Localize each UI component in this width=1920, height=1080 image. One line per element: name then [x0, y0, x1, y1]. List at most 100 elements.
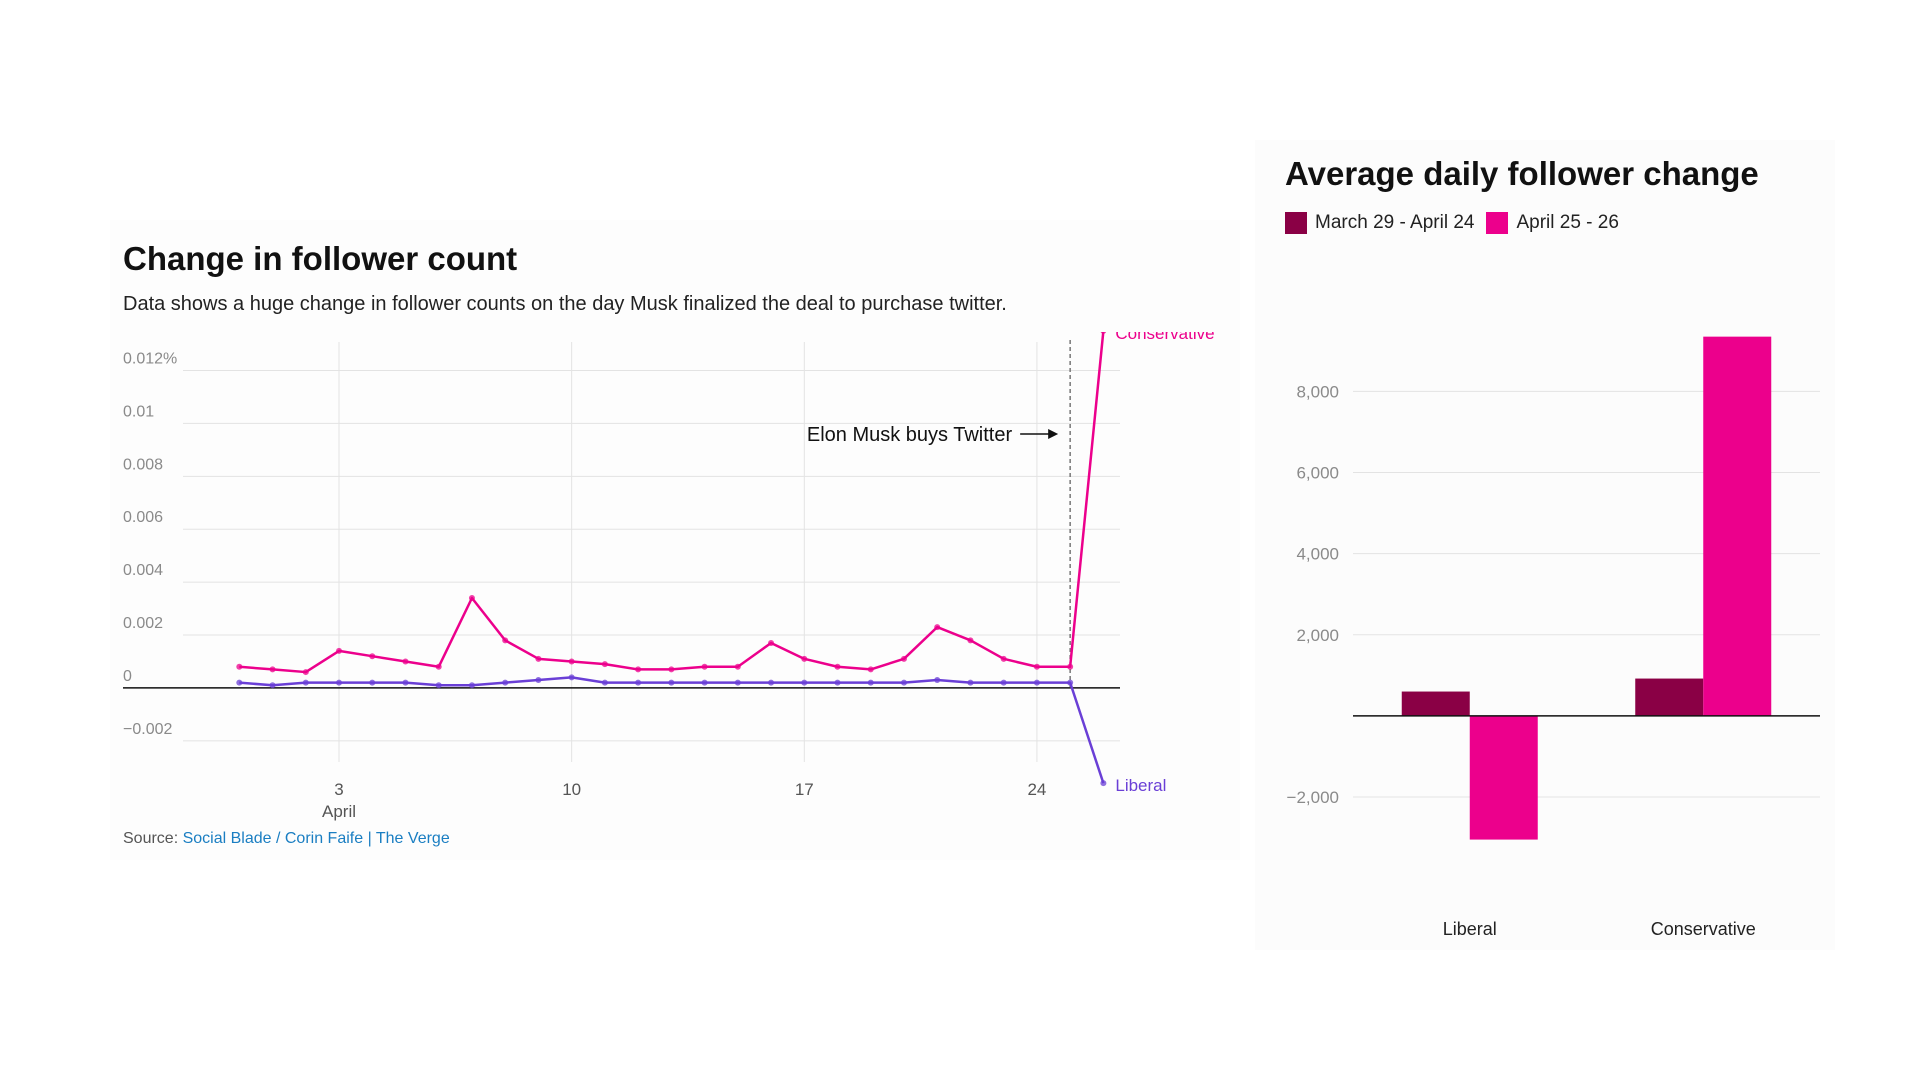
- line-chart-subtitle: Data shows a huge change in follower cou…: [123, 293, 1007, 315]
- series-point-liberal-2: [302, 679, 309, 686]
- y-tick-label-4: 0.004: [123, 562, 163, 579]
- series-point-conservative-22: [967, 637, 974, 644]
- bar-conservative-0: [1635, 678, 1704, 716]
- series-label-conservative: Conservative: [1115, 332, 1214, 343]
- source-line: Source: Social Blade / Corin Faife | The…: [123, 830, 450, 848]
- legend-label-before: March 29 - April 24: [1315, 212, 1475, 233]
- series-point-conservative-19: [867, 666, 874, 673]
- series-point-conservative-2: [302, 669, 309, 676]
- y-tick-label-7: −0.002: [123, 721, 172, 738]
- x-tick-label-2: 17: [795, 780, 814, 799]
- series-point-liberal-19: [867, 679, 874, 686]
- series-point-liberal-17: [801, 679, 808, 686]
- series-point-liberal-6: [435, 682, 442, 689]
- series-point-liberal-21: [934, 677, 941, 683]
- x-tick-label-1: 10: [562, 780, 581, 799]
- series-point-liberal-3: [336, 679, 343, 686]
- series-point-conservative-20: [900, 655, 907, 662]
- bar-chart-title: Average daily follower change: [1285, 155, 1759, 192]
- series-point-conservative-13: [668, 666, 675, 673]
- x-tick-label-3: 24: [1027, 780, 1046, 799]
- series-point-conservative-14: [701, 663, 708, 670]
- series-point-conservative-15: [734, 663, 741, 670]
- series-point-conservative-26: [1100, 332, 1107, 334]
- event-annotation: Elon Musk buys Twitter: [807, 424, 1013, 446]
- source-label: Source:: [123, 830, 179, 847]
- series-point-conservative-1: [269, 666, 276, 673]
- series-point-liberal-9: [535, 677, 542, 683]
- series-point-liberal-24: [1033, 679, 1040, 686]
- series-point-liberal-25: [1067, 679, 1074, 686]
- x-tick-sublabel-0: April: [322, 802, 356, 821]
- bar-chart-panel: Average daily follower change March 29 -…: [1255, 140, 1835, 950]
- bar-y-tick-label-3: 2,000: [1296, 626, 1339, 645]
- series-point-liberal-8: [502, 679, 509, 686]
- series-point-conservative-25: [1067, 663, 1074, 670]
- series-point-conservative-21: [934, 624, 941, 631]
- bar-chart: 8,000 6,000 4,000 2,000 −2,000 Liberal Conserv…: [1287, 336, 1820, 939]
- series-point-conservative-10: [568, 658, 575, 665]
- series-point-liberal-18: [834, 679, 841, 686]
- bar-liberal-1: [1469, 715, 1538, 840]
- series-point-conservative-23: [1000, 655, 1007, 662]
- y-tick-label-2: 0.008: [123, 456, 163, 473]
- series-point-liberal-23: [1000, 679, 1007, 686]
- y-tick-label-5: 0.002: [123, 615, 163, 632]
- series-point-conservative-4: [369, 653, 376, 660]
- series-point-conservative-16: [768, 639, 775, 646]
- bar-y-tick-label-0: 8,000: [1296, 382, 1339, 401]
- series-point-conservative-3: [336, 647, 343, 654]
- legend-item-after: April 25 - 26: [1486, 212, 1619, 234]
- series-point-liberal-10: [568, 674, 575, 681]
- series-point-liberal-16: [768, 679, 775, 686]
- series-point-liberal-14: [701, 679, 708, 686]
- series-point-liberal-26: [1100, 780, 1107, 787]
- legend-label-after: April 25 - 26: [1516, 212, 1619, 233]
- series-point-liberal-11: [601, 679, 608, 686]
- y-tick-label-6: 0: [123, 668, 132, 685]
- series-point-conservative-12: [635, 666, 642, 673]
- bar-legend: March 29 - April 24 April 25 - 26: [1285, 212, 1619, 234]
- line-chart: 0.012% 0.01 0.008 0.006 0.004 0.002 0 −0.002 Elo…: [123, 332, 1215, 821]
- series-point-liberal-12: [635, 679, 642, 686]
- series-point-liberal-22: [967, 679, 974, 686]
- series-line-liberal: [239, 676, 1105, 784]
- source-link[interactable]: Social Blade / Corin Faife | The Verge: [182, 830, 450, 847]
- series-point-conservative-17: [801, 655, 808, 662]
- line-chart-panel: Change in follower count Data shows a hu…: [110, 220, 1240, 860]
- bar-y-tick-label-2: 4,000: [1296, 545, 1339, 564]
- series-point-liberal-20: [900, 679, 907, 686]
- x-tick-label-0: 3: [334, 780, 343, 799]
- y-tick-label-1: 0.01: [123, 403, 154, 420]
- y-tick-label-0: 0.012%: [123, 351, 177, 368]
- series-point-liberal-0: [236, 679, 243, 686]
- series-label-liberal: Liberal: [1115, 776, 1166, 795]
- series-point-conservative-11: [601, 661, 608, 668]
- annotation-arrow-head: [1048, 429, 1059, 439]
- series-point-liberal-4: [369, 679, 376, 686]
- series-line-conservative: [239, 332, 1105, 674]
- bar-y-tick-label-4: −2,000: [1287, 788, 1339, 807]
- series-point-conservative-0: [236, 663, 243, 670]
- series-point-liberal-1: [269, 682, 276, 689]
- series-point-liberal-5: [402, 679, 409, 686]
- series-point-conservative-9: [535, 655, 542, 662]
- bar-category-label-liberal: Liberal: [1443, 919, 1497, 939]
- series-point-conservative-7: [468, 595, 475, 601]
- legend-item-before: March 29 - April 24: [1285, 212, 1474, 234]
- legend-swatch-after: [1486, 212, 1509, 234]
- bar-liberal-0: [1401, 691, 1470, 716]
- line-chart-title: Change in follower count: [123, 240, 518, 277]
- series-point-liberal-15: [734, 679, 741, 686]
- series-point-conservative-6: [435, 663, 442, 670]
- series-point-conservative-5: [402, 658, 409, 665]
- legend-swatch-before: [1285, 212, 1307, 234]
- bar-conservative-1: [1703, 336, 1772, 716]
- y-tick-label-3: 0.006: [123, 509, 163, 526]
- series-point-conservative-24: [1033, 663, 1040, 670]
- series-point-liberal-13: [668, 679, 675, 686]
- series-point-conservative-8: [502, 637, 509, 644]
- bar-y-tick-label-1: 6,000: [1296, 464, 1339, 483]
- series-point-conservative-18: [834, 663, 841, 670]
- series-point-liberal-7: [468, 682, 475, 689]
